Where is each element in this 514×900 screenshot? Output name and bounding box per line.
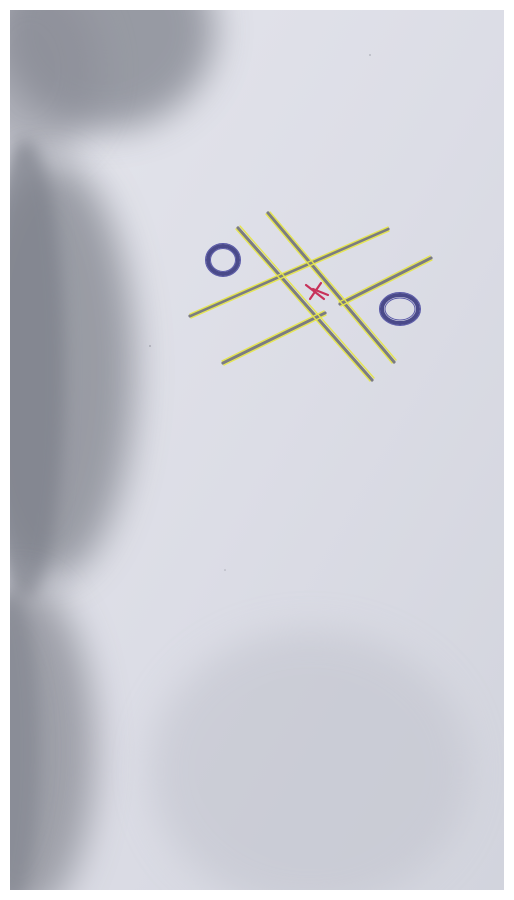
grid-line-vertical-right — [266, 211, 396, 364]
paper-photo — [10, 10, 504, 890]
circle-mark-icon — [206, 244, 240, 276]
grid-line-horizontal-top — [188, 227, 390, 318]
grid-line-vertical-left — [236, 226, 374, 382]
cross-mark-icon — [304, 281, 330, 301]
o-mark-top-left — [205, 243, 241, 277]
x-mark-center — [304, 281, 330, 301]
grid-pencil-lines — [188, 211, 433, 382]
tic-tac-toe-grid — [188, 211, 433, 382]
grid-line-horizontal-bottom-left — [221, 311, 327, 365]
grid-line-horizontal-bottom-right — [338, 256, 433, 306]
paper-scene — [10, 10, 504, 890]
paper-specks — [149, 54, 371, 571]
shadow-overlay — [10, 10, 470, 890]
grid-highlight-lines — [189, 211, 433, 382]
circle-mark-icon — [380, 293, 420, 325]
o-mark-middle-right — [379, 292, 421, 326]
